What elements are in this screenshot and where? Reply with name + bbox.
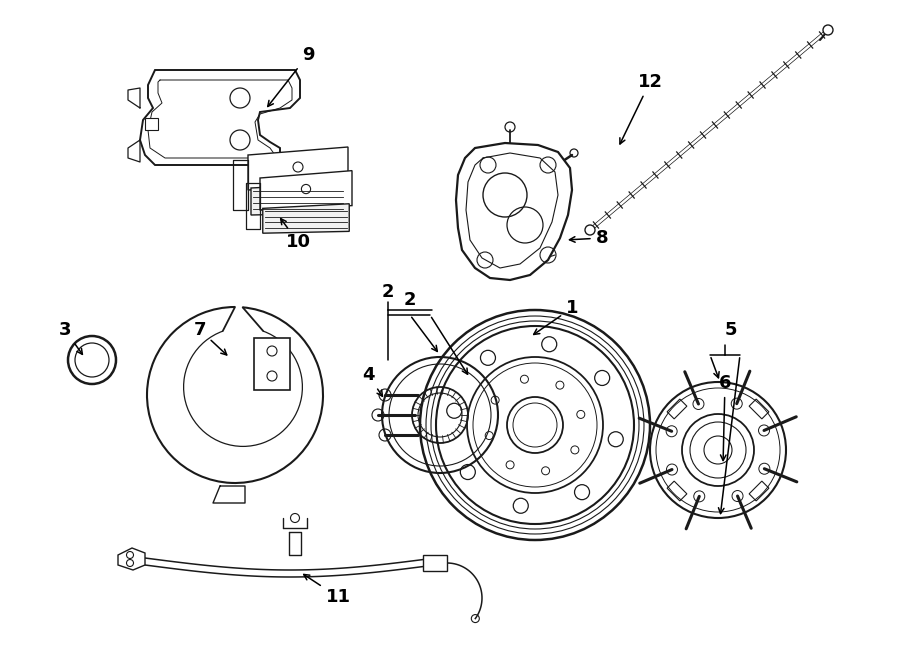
Text: 10: 10 — [281, 219, 310, 251]
Polygon shape — [263, 204, 349, 233]
Text: 5: 5 — [725, 321, 737, 339]
Circle shape — [585, 225, 595, 235]
Polygon shape — [260, 171, 352, 210]
Polygon shape — [248, 147, 348, 190]
Polygon shape — [456, 143, 572, 280]
Text: 6: 6 — [719, 374, 731, 461]
Circle shape — [823, 25, 833, 35]
Polygon shape — [118, 548, 145, 570]
Text: 2: 2 — [382, 283, 394, 301]
Text: 12: 12 — [620, 73, 662, 144]
Text: 11: 11 — [303, 574, 350, 606]
Text: 2: 2 — [404, 291, 416, 309]
Polygon shape — [749, 481, 769, 501]
Text: 3: 3 — [58, 321, 83, 354]
Polygon shape — [423, 555, 447, 571]
Text: 8: 8 — [570, 229, 608, 247]
Polygon shape — [145, 118, 158, 130]
Polygon shape — [667, 399, 687, 419]
Polygon shape — [667, 481, 687, 501]
Polygon shape — [251, 183, 345, 215]
Text: 9: 9 — [268, 46, 314, 106]
Polygon shape — [254, 338, 290, 390]
Text: 4: 4 — [362, 366, 382, 397]
Polygon shape — [140, 70, 300, 165]
Polygon shape — [749, 399, 769, 419]
Text: 1: 1 — [534, 299, 578, 334]
Text: 7: 7 — [194, 321, 227, 355]
